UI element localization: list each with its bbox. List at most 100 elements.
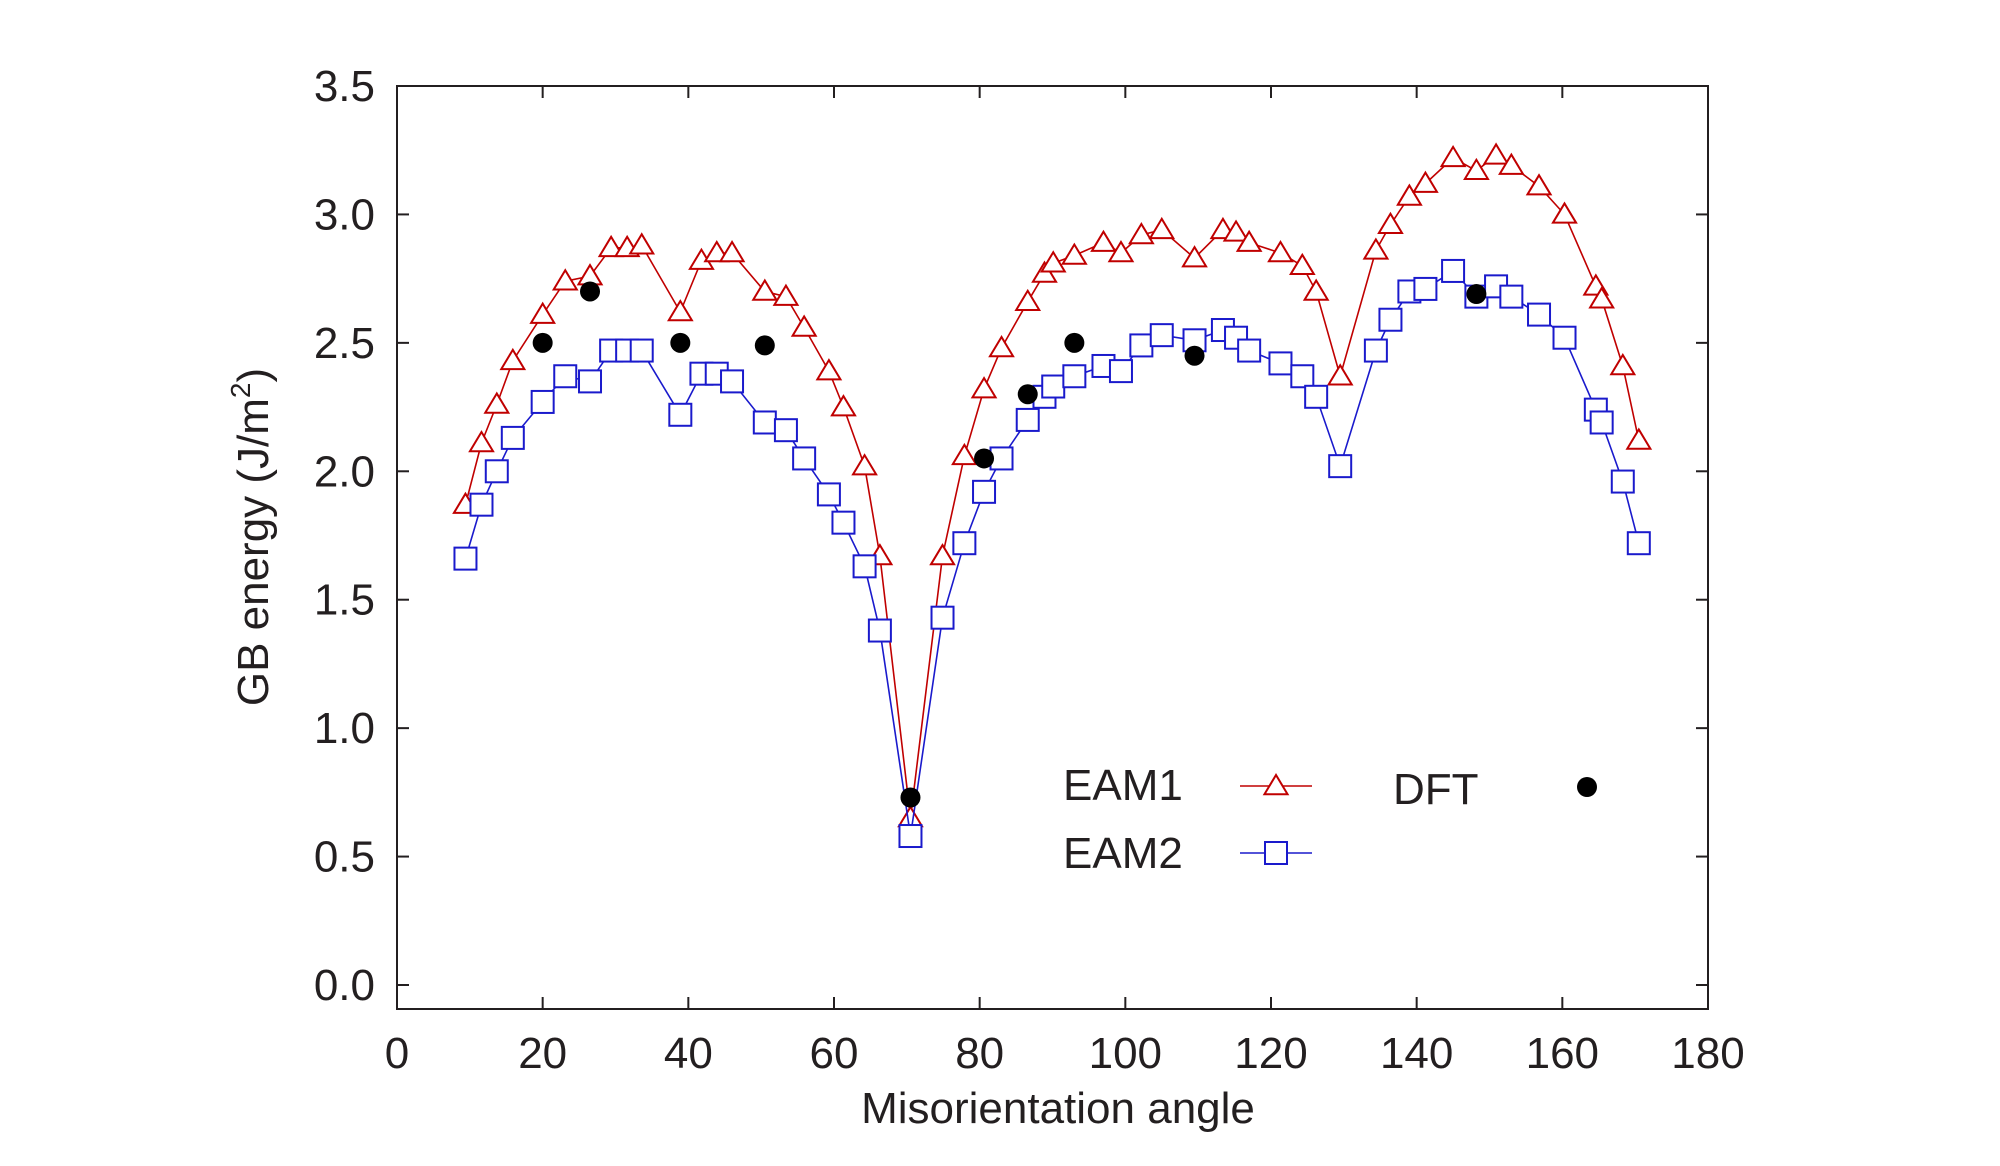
point-eam2-24: [972, 479, 997, 504]
point-eam2-40: [1304, 384, 1329, 409]
point-eam1-39: [1289, 252, 1316, 276]
legend-label-eam1: EAM1: [1063, 761, 1183, 810]
point-eam2-41: [1328, 454, 1353, 479]
series-eam2: [453, 258, 1651, 849]
point-eam1-36: [1222, 219, 1250, 242]
point-dft-1: [580, 281, 601, 302]
legend-label-eam2: EAM2: [1063, 829, 1183, 878]
point-eam1-44: [1396, 183, 1423, 206]
x-tick-label-160: 160: [1526, 1029, 1599, 1078]
point-eam1-5: [551, 268, 579, 291]
y-axis-title-close: ): [229, 368, 278, 383]
point-dft-6: [1017, 384, 1038, 405]
legend-symbol-dft: [1577, 777, 1597, 797]
point-eam1-48: [1482, 142, 1510, 165]
point-dft-8: [1184, 345, 1205, 366]
point-eam2-19: [852, 554, 877, 579]
point-eam2-26: [1015, 407, 1040, 432]
point-dft-4: [900, 787, 921, 808]
legend-label-dft: DFT: [1393, 765, 1479, 814]
point-eam2-29: [1062, 364, 1087, 389]
point-eam2-6: [578, 369, 603, 394]
point-eam2-31: [1108, 359, 1133, 384]
point-eam1-54: [1609, 353, 1637, 376]
point-eam1-38: [1267, 240, 1294, 263]
point-eam1-29: [1061, 242, 1088, 265]
point-eam2-13: [720, 369, 745, 394]
point-eam1-53: [1588, 286, 1615, 309]
point-eam2-53: [1589, 410, 1614, 435]
point-eam2-2: [484, 459, 509, 484]
point-eam2-33: [1149, 323, 1174, 348]
point-eam1-19: [851, 453, 878, 476]
point-eam2-14: [752, 410, 777, 435]
y-tick-label-1-0: 1.0: [314, 704, 375, 753]
x-tick-label-140: 140: [1380, 1029, 1453, 1078]
point-eam2-5: [553, 364, 578, 389]
point-eam2-9: [629, 338, 654, 363]
legend-symbol-eam1: [1240, 773, 1312, 796]
legend-marker-dft: [1577, 777, 1597, 797]
point-eam1-40: [1302, 278, 1330, 301]
point-eam1-37: [1235, 229, 1263, 252]
x-axis-ticks: 0 20 40 60 80 100 120 140 160 180: [385, 86, 1745, 1078]
point-eam2-37: [1237, 338, 1262, 363]
point-eam2-0: [453, 546, 478, 571]
point-eam2-20: [867, 618, 892, 643]
point-dft-3: [754, 335, 775, 356]
legend-marker-eam1: [1262, 773, 1290, 796]
y-axis-ticks: 0.0 0.5 1.0 1.5 2.0 2.5 3.0 3.5: [314, 62, 1708, 1010]
y-axis-title-superscript: 2: [225, 382, 256, 398]
x-tick-label-80: 80: [955, 1029, 1004, 1078]
point-eam1-55: [1625, 427, 1653, 450]
point-eam1-41: [1326, 363, 1354, 386]
point-eam2-18: [831, 510, 856, 535]
point-eam1-43: [1377, 211, 1404, 234]
point-eam1-23: [951, 442, 978, 466]
point-eam2-43: [1378, 307, 1403, 332]
point-dft-0: [532, 332, 553, 353]
point-dft-9: [1466, 284, 1487, 305]
legend-symbol-eam2: [1240, 841, 1312, 865]
point-eam1-1: [468, 430, 495, 453]
point-eam2-42: [1363, 338, 1388, 363]
point-eam1-28: [1039, 250, 1067, 273]
point-eam1-3: [499, 347, 527, 371]
point-eam1-24: [970, 376, 998, 399]
point-eam1-33: [1148, 216, 1176, 240]
point-eam2-49: [1499, 284, 1524, 309]
point-eam2-50: [1527, 302, 1552, 327]
point-eam2-23: [952, 531, 977, 556]
point-eam1-6: [576, 263, 604, 286]
x-tick-label-100: 100: [1089, 1029, 1162, 1078]
series-eam1: [452, 142, 1653, 828]
x-axis-title: Misorientation angle: [861, 1084, 1255, 1133]
point-eam1-42: [1362, 237, 1390, 260]
y-tick-label-3-5: 3.5: [314, 62, 375, 111]
point-eam1-18: [830, 394, 857, 417]
point-eam1-51: [1551, 201, 1578, 224]
y-tick-label-0-5: 0.5: [314, 833, 375, 882]
point-eam1-25: [988, 335, 1015, 358]
point-eam1-34: [1181, 245, 1208, 268]
point-eam1-17: [815, 358, 843, 381]
point-eam1-47: [1463, 157, 1490, 181]
point-eam2-15: [773, 418, 798, 443]
point-dft-7: [1064, 332, 1085, 353]
point-eam1-14: [751, 278, 779, 301]
point-eam2-10: [668, 402, 693, 427]
point-eam2-17: [816, 482, 841, 507]
point-eam1-31: [1107, 240, 1135, 263]
point-eam2-22: [930, 605, 955, 630]
point-eam2-32: [1129, 333, 1154, 358]
point-eam1-22: [929, 543, 956, 566]
point-eam1-2: [483, 391, 511, 414]
point-eam2-3: [500, 425, 525, 450]
x-tick-label-180: 180: [1671, 1029, 1744, 1078]
point-eam1-30: [1090, 229, 1117, 252]
point-eam2-51: [1552, 325, 1577, 350]
point-eam2-38: [1268, 351, 1293, 376]
legend-marker-eam2: [1264, 841, 1288, 865]
y-tick-label-0-0: 0.0: [314, 961, 375, 1010]
